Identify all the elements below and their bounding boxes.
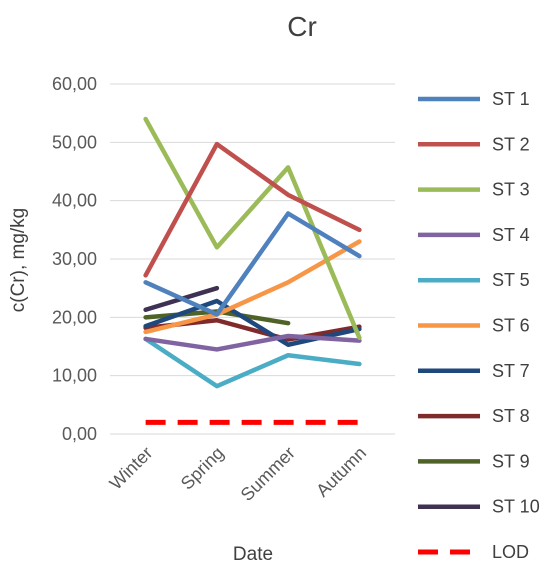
series-line-st-5 (143, 336, 362, 389)
x-tick-labels: Winter Spring Summer Autumn (106, 443, 371, 505)
legend: ST 1 ST 2 ST 3 ST 4 ST 5 ST 6 ST 7 ST 8 ST 9 ST 1… (418, 89, 540, 562)
legend-item: ST 1 (418, 89, 530, 109)
legend-item: ST 7 (418, 361, 530, 381)
legend-label: ST 4 (492, 225, 530, 245)
y-tick-label: 30,00 (52, 249, 97, 269)
series-line-st-2 (143, 141, 362, 278)
series-line-st-4 (143, 333, 362, 352)
y-tick-label: 60,00 (52, 74, 97, 94)
legend-item: ST 8 (418, 406, 530, 426)
series-line-st-3 (143, 116, 362, 340)
legend-label: ST 9 (492, 451, 530, 471)
legend-item: ST 4 (418, 225, 530, 245)
legend-label: ST 7 (492, 361, 530, 381)
legend-label: LOD (492, 542, 529, 562)
series-line-st-6 (143, 239, 362, 335)
y-axis-label: c(Cr), mg/kg (8, 208, 29, 313)
legend-item: ST 5 (418, 270, 530, 290)
legend-label: ST 8 (492, 406, 530, 426)
x-tick-label: Winter (106, 443, 157, 494)
y-tick-label: 0,00 (62, 424, 97, 444)
x-tick-label: Spring (177, 443, 228, 494)
y-tick-labels: 0,00 10,00 20,00 30,00 40,00 50,00 60,00 (52, 74, 97, 444)
y-tick-label: 40,00 (52, 191, 97, 211)
legend-item: ST 2 (418, 134, 530, 154)
chart-title: Cr (287, 11, 317, 42)
legend-label: ST 1 (492, 89, 530, 109)
legend-item: LOD (418, 542, 529, 562)
series-lines (143, 116, 362, 425)
legend-item: ST 3 (418, 180, 530, 200)
legend-item: ST 9 (418, 451, 530, 471)
y-tick-label: 20,00 (52, 307, 97, 327)
legend-item: ST 10 (418, 497, 540, 517)
legend-label: ST 3 (492, 180, 530, 200)
x-axis-label: Date (233, 544, 273, 565)
x-tick-label: Autumn (312, 443, 370, 501)
legend-label: ST 5 (492, 270, 530, 290)
legend-label: ST 2 (492, 134, 530, 154)
x-tick-label: Summer (237, 443, 299, 505)
y-tick-label: 50,00 (52, 132, 97, 152)
legend-label: ST 10 (492, 497, 540, 517)
legend-label: ST 6 (492, 316, 530, 336)
legend-item: ST 6 (418, 316, 530, 336)
y-tick-label: 10,00 (52, 366, 97, 386)
series-line-st-1 (143, 211, 362, 317)
